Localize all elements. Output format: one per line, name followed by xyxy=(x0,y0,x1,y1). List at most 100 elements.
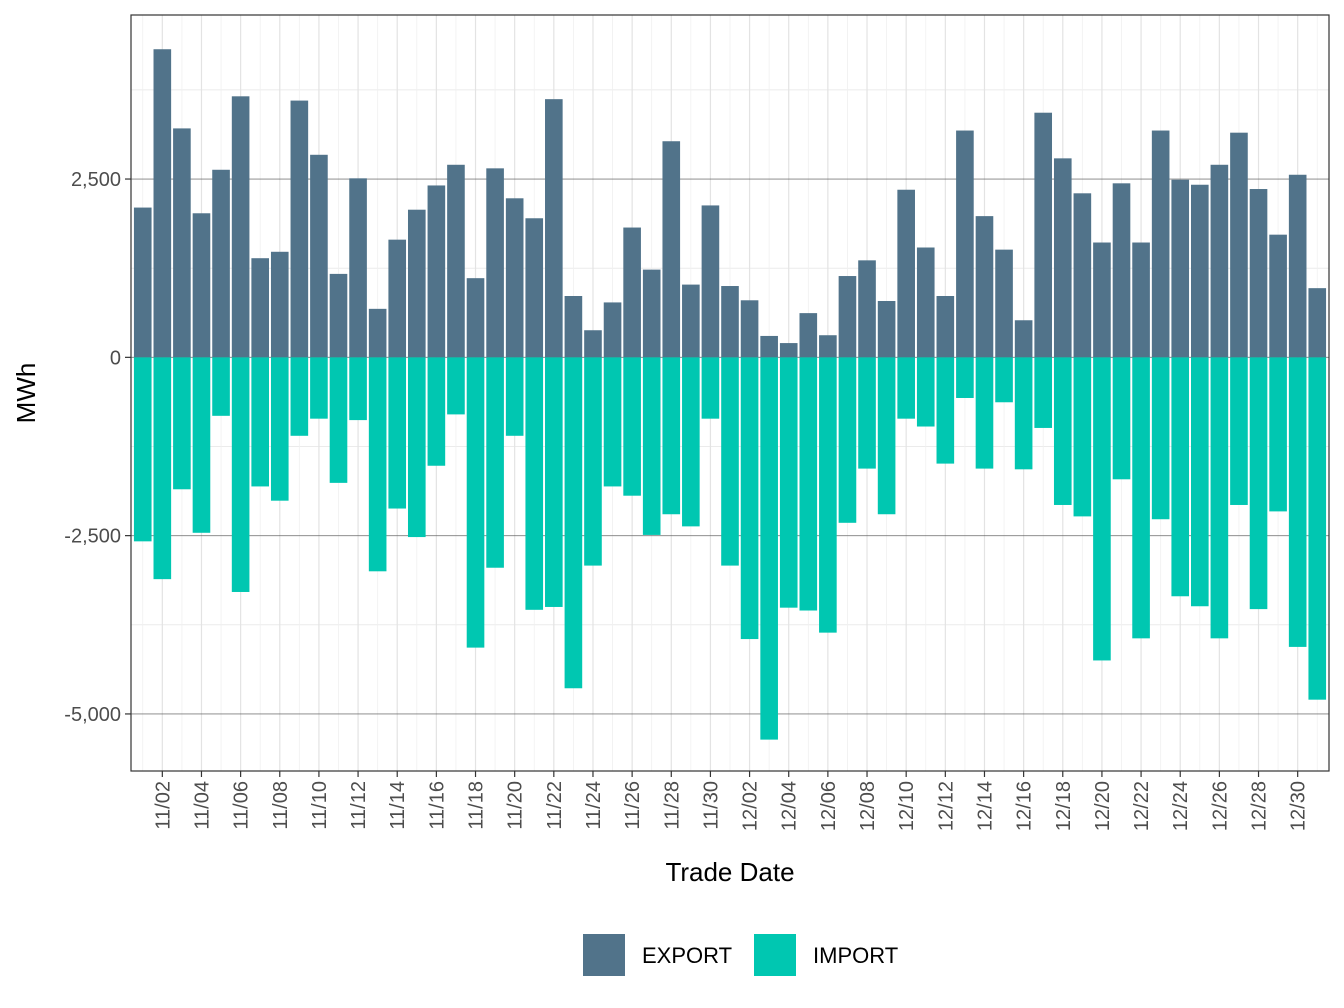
bar-export xyxy=(1171,179,1190,358)
bar-export xyxy=(721,286,739,358)
bar-export xyxy=(486,168,504,358)
bar-export xyxy=(545,99,563,358)
bar-export xyxy=(662,141,681,358)
bar-import xyxy=(936,357,955,464)
bar-import xyxy=(329,357,348,483)
bar-import xyxy=(407,357,426,538)
legend-label-export: EXPORT xyxy=(642,943,732,968)
bar-import xyxy=(1151,357,1170,520)
bar-export xyxy=(1210,164,1229,358)
y-axis-title: MWh xyxy=(11,363,41,424)
bar-import xyxy=(368,357,387,572)
bar-export xyxy=(995,249,1013,358)
bar-import xyxy=(858,357,876,469)
x-tick-label: 11/14 xyxy=(387,781,409,830)
bar-export xyxy=(877,300,896,358)
bar-import xyxy=(486,357,504,568)
bar-export xyxy=(740,300,759,358)
bar-import xyxy=(740,357,759,640)
legend-key-import xyxy=(754,934,796,976)
bar-import xyxy=(310,357,328,419)
bar-export xyxy=(153,49,172,358)
x-tick-label: 12/04 xyxy=(779,781,801,831)
x-tick-label: 12/20 xyxy=(1092,781,1114,831)
bar-import xyxy=(525,357,544,610)
bar-import xyxy=(995,357,1013,403)
bar-export xyxy=(975,216,994,358)
x-tick-label: 12/24 xyxy=(1170,781,1192,831)
y-axis: -5,000 -2,500 0 2,500 xyxy=(64,169,131,726)
bar-export xyxy=(212,169,230,358)
bar-export xyxy=(897,189,915,358)
bar-export xyxy=(916,247,935,358)
bar-import xyxy=(564,357,583,689)
bar-import xyxy=(897,357,915,419)
x-tick-label: 11/24 xyxy=(583,781,605,830)
bar-import xyxy=(603,357,622,487)
x-tick-label: 12/14 xyxy=(974,781,996,831)
bar-export xyxy=(192,213,211,358)
bar-import xyxy=(1014,357,1033,470)
bar-export xyxy=(819,335,837,358)
x-axis: 11/02 11/04 11/06 11/08 11/10 11/12 11/14 11/16… xyxy=(152,771,1310,831)
bar-export xyxy=(701,205,720,358)
bar-import xyxy=(760,357,778,740)
bar-export xyxy=(1014,320,1033,358)
bar-export xyxy=(936,296,955,358)
bar-import xyxy=(662,357,681,515)
bar-import xyxy=(1053,357,1072,505)
bar-import xyxy=(545,357,563,607)
bar-export xyxy=(1308,288,1327,358)
x-tick-label: 12/02 xyxy=(740,781,762,831)
bar-export xyxy=(1269,234,1287,358)
x-tick-label: 12/18 xyxy=(1053,781,1075,831)
bars xyxy=(133,49,1327,740)
x-tick-label: 11/12 xyxy=(348,781,370,830)
x-tick-label: 11/04 xyxy=(191,781,213,830)
bar-import xyxy=(1190,357,1209,607)
bar-export xyxy=(1053,158,1072,358)
bar-import xyxy=(956,357,974,398)
bar-export xyxy=(603,302,622,358)
bar-import xyxy=(721,357,739,566)
x-tick-label: 12/06 xyxy=(818,781,840,831)
bar-export xyxy=(525,218,544,358)
bar-import xyxy=(819,357,837,633)
bar-export xyxy=(407,209,426,358)
x-tick-label: 12/10 xyxy=(896,781,918,831)
x-tick-label: 12/22 xyxy=(1131,781,1153,831)
bar-import xyxy=(799,357,818,611)
bar-import xyxy=(1073,357,1092,517)
bar-import xyxy=(192,357,211,533)
y-tick-label: -5,000 xyxy=(64,704,121,726)
bar-export xyxy=(623,227,641,358)
panel-border xyxy=(130,14,1330,772)
bar-import xyxy=(1210,357,1229,639)
bar-export xyxy=(760,335,778,358)
bar-export xyxy=(1190,184,1209,358)
bar-import xyxy=(447,357,465,415)
x-tick-label: 12/26 xyxy=(1209,781,1231,831)
x-tick-label: 11/16 xyxy=(426,781,448,830)
bar-export xyxy=(642,269,661,358)
bar-import xyxy=(584,357,602,566)
x-axis-title: Trade Date xyxy=(665,857,794,887)
bar-export xyxy=(956,130,974,358)
x-tick-label: 11/30 xyxy=(700,781,722,830)
bar-export xyxy=(505,198,524,358)
legend-label-import: IMPORT xyxy=(813,943,898,968)
bar-import xyxy=(212,357,230,416)
bar-export xyxy=(799,313,818,358)
bar-import xyxy=(349,357,367,421)
bar-import xyxy=(133,357,152,542)
legend-key-export xyxy=(583,934,625,976)
bar-import xyxy=(1288,357,1307,647)
bar-export xyxy=(1132,242,1150,358)
bar-export xyxy=(466,278,485,358)
x-tick-label: 11/22 xyxy=(544,781,566,830)
x-tick-label: 12/30 xyxy=(1288,781,1310,831)
bar-import xyxy=(916,357,935,427)
bar-import xyxy=(427,357,446,466)
